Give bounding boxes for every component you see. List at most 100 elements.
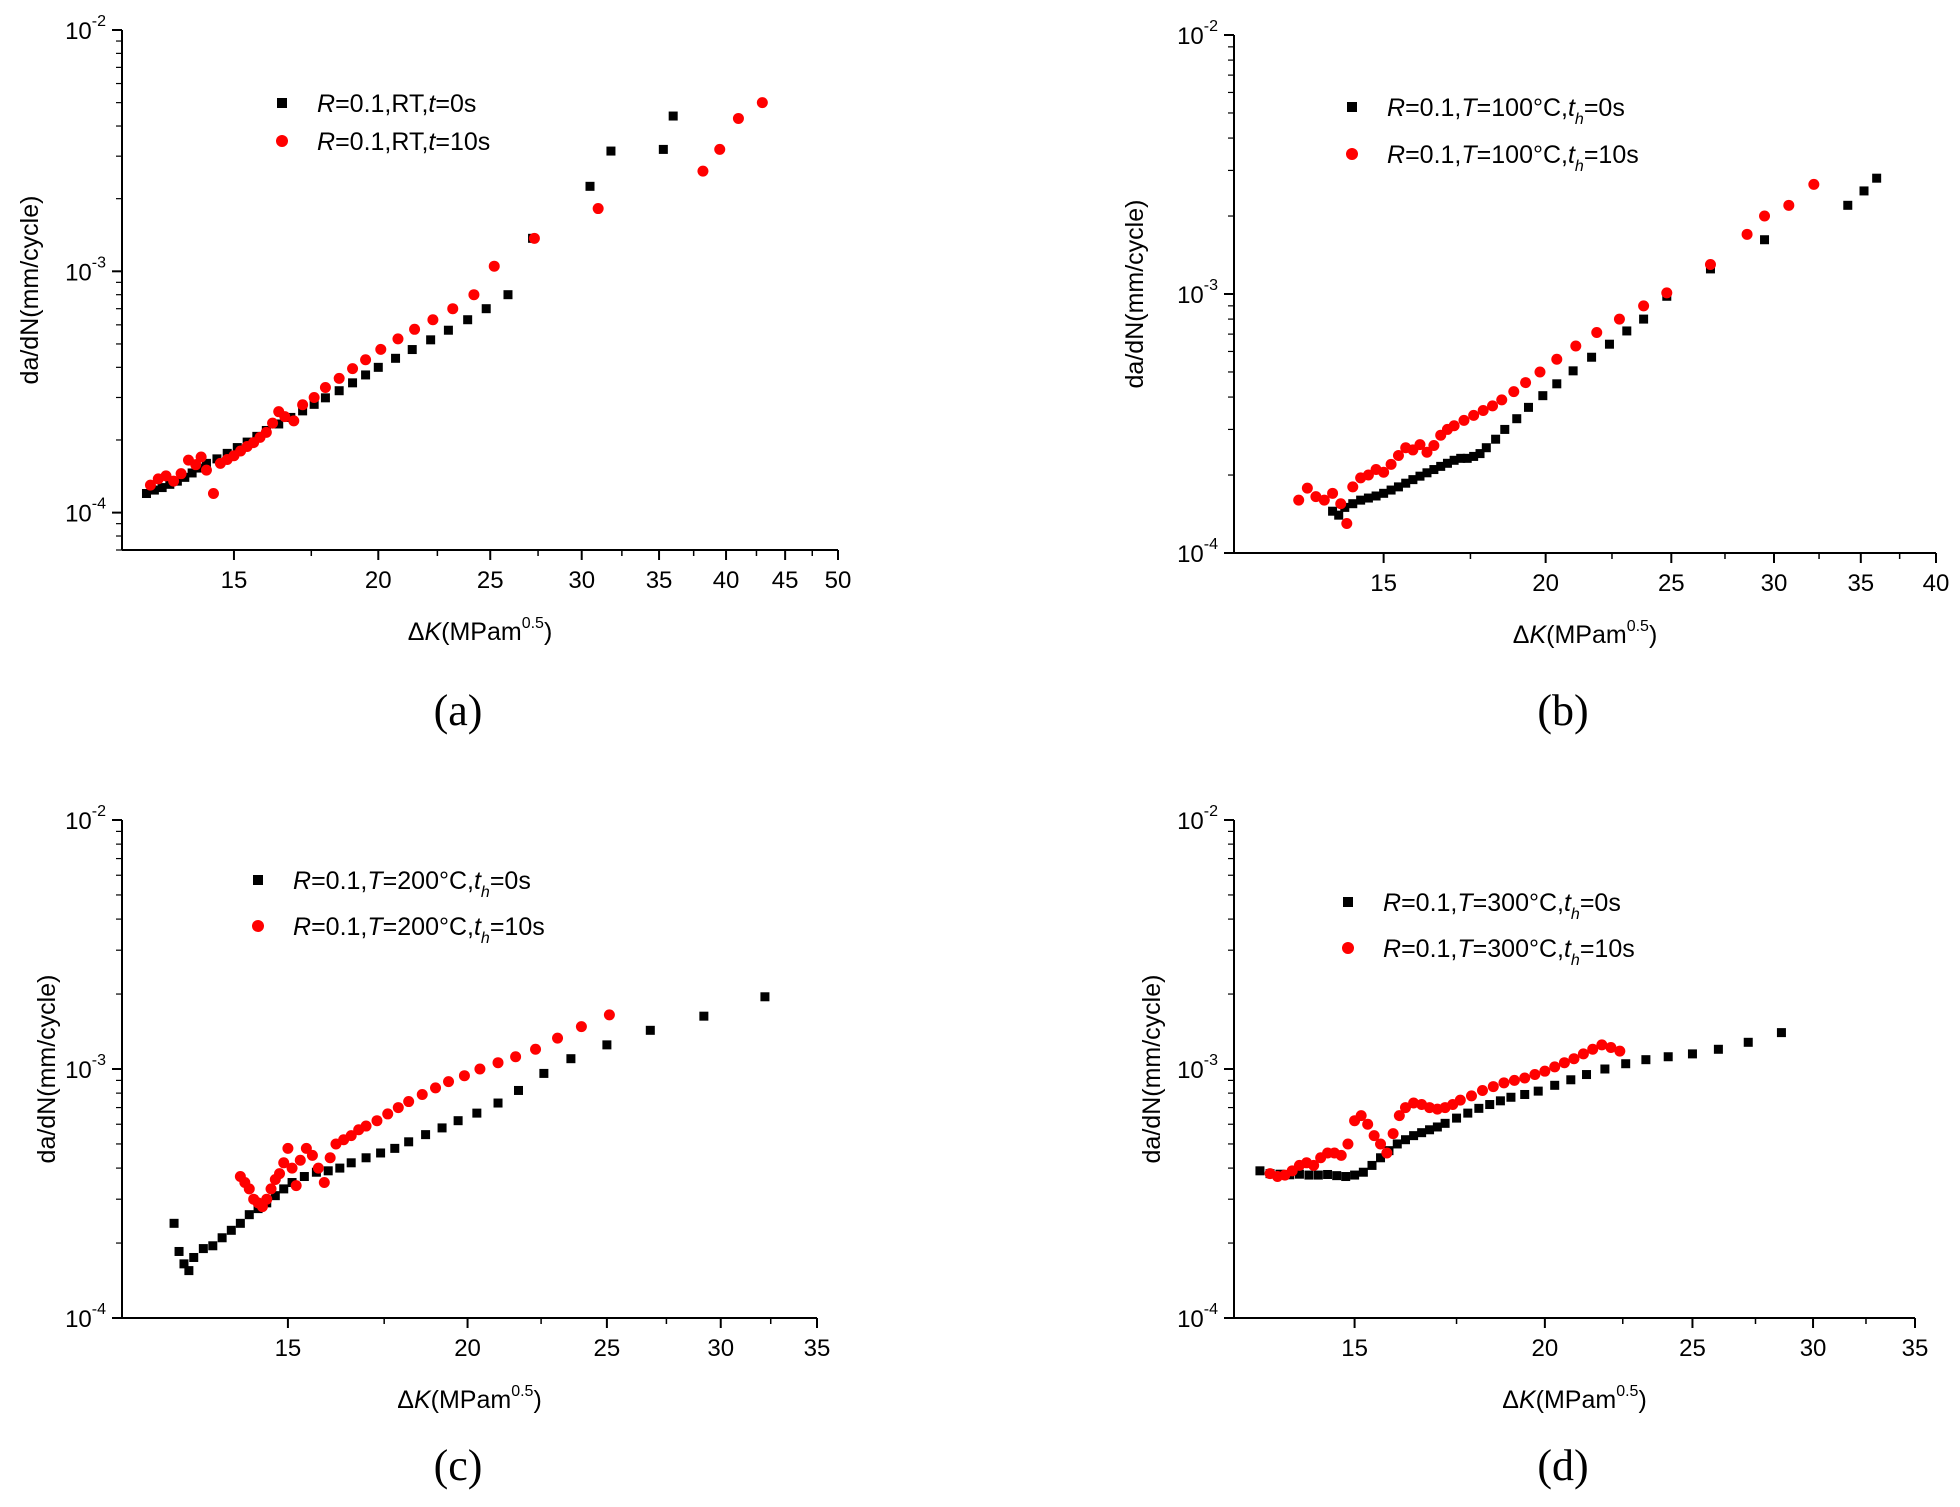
data-point <box>1425 1125 1435 1135</box>
data-point <box>1414 439 1426 451</box>
data-point <box>207 488 219 500</box>
data-point <box>1469 451 1479 461</box>
panel-label: (b) <box>1537 686 1588 735</box>
data-point <box>1417 1128 1427 1138</box>
data-point <box>1639 314 1649 324</box>
data-point <box>1529 1069 1541 1081</box>
data-point <box>1334 510 1344 520</box>
data-point <box>606 146 616 156</box>
data-point <box>443 1076 455 1088</box>
data-point <box>217 1233 227 1243</box>
y-tick-exponent: -3 <box>1204 1052 1218 1069</box>
data-point <box>169 1218 179 1228</box>
x-tick-label: 25 <box>1679 1335 1706 1362</box>
data-point <box>1538 391 1548 401</box>
y-tick-exponent: -4 <box>92 1301 106 1318</box>
legend-entry-part: =0.1, <box>1405 141 1461 169</box>
chart-panel-2: 15 20 25 30 35 4010-410-310-2ΔK(MPam0.5)da/dN… <box>1121 18 1949 735</box>
y-tick-exponent: -2 <box>1204 803 1218 820</box>
data-point <box>267 417 279 429</box>
data-point <box>1759 210 1771 222</box>
data-point <box>201 458 211 468</box>
legend-entry-part: =200°C, <box>383 867 474 895</box>
data-point <box>552 1032 564 1044</box>
y-tick-base: 10 <box>65 1057 92 1084</box>
data-point <box>1454 1094 1466 1106</box>
data-point <box>1512 414 1522 424</box>
data-point <box>348 378 358 388</box>
data-point <box>1367 1160 1377 1170</box>
data-point <box>503 290 513 300</box>
data-point <box>602 1040 612 1050</box>
data-point <box>1255 1166 1265 1176</box>
x-axis-title: ΔK(MPam0.5) <box>397 1383 542 1414</box>
data-point <box>1347 481 1359 493</box>
data-point <box>1600 1064 1610 1074</box>
x-title-sup: 0.5 <box>1616 1383 1638 1400</box>
x-title-var: K <box>424 618 442 646</box>
data-point <box>190 459 202 471</box>
data-point <box>697 165 709 177</box>
y-tick-label: 10-4 <box>65 496 106 528</box>
data-point <box>513 1085 523 1095</box>
y-tick-label: 10-3 <box>1177 277 1218 309</box>
data-point <box>463 315 473 325</box>
data-point <box>714 143 726 155</box>
data-point <box>1534 366 1546 378</box>
legend-entry-part: T <box>1457 889 1474 917</box>
y-tick-exponent: -4 <box>1204 1301 1218 1318</box>
legend-entry-part: =10s <box>1584 141 1639 169</box>
y-tick-base: 10 <box>65 808 92 835</box>
data-point <box>1533 1086 1543 1096</box>
data-point <box>323 1166 333 1176</box>
data-point <box>421 1130 431 1140</box>
data-point <box>1587 1043 1599 1055</box>
x-tick-label: 15 <box>221 567 248 594</box>
data-point <box>404 1137 414 1147</box>
series-1 <box>169 992 770 1276</box>
data-point <box>1308 1159 1320 1171</box>
data-point <box>371 1115 383 1127</box>
legend-marker <box>1342 942 1354 954</box>
data-point <box>298 406 308 416</box>
data-point <box>1456 453 1466 463</box>
data-point <box>1859 186 1869 196</box>
data-point <box>212 454 222 464</box>
legend-entry-part: t <box>428 128 436 156</box>
data-point <box>1386 485 1396 495</box>
data-point <box>1465 1090 1477 1102</box>
data-point <box>149 485 159 495</box>
series-2 <box>1264 1039 1626 1183</box>
x-title-unit: (MPam <box>1536 1386 1617 1414</box>
x-tick-label: 15 <box>1341 1335 1368 1362</box>
data-point <box>1332 1171 1342 1181</box>
data-point <box>1341 1172 1351 1182</box>
data-point <box>318 1177 330 1189</box>
data-point <box>270 1191 280 1201</box>
data-point <box>403 1096 415 1108</box>
data-point <box>312 1162 324 1174</box>
legend-marker <box>252 920 264 932</box>
data-point <box>1328 506 1338 516</box>
legend-entry-part: R <box>1383 889 1401 917</box>
data-point <box>1508 1074 1520 1086</box>
data-point <box>592 203 604 215</box>
data-point <box>360 1120 372 1132</box>
y-tick-base: 10 <box>1177 808 1204 835</box>
legend-entry: R=0.1,RT,t=0s <box>317 90 476 118</box>
x-tick-label: 25 <box>477 567 504 594</box>
data-point <box>361 1153 371 1163</box>
data-point <box>1381 1147 1393 1159</box>
legend-entry-part: R <box>293 867 311 895</box>
y-tick-base: 10 <box>65 501 92 528</box>
x-title-sup: 0.5 <box>1627 618 1649 635</box>
data-point <box>1363 493 1373 503</box>
legend-entry-part: =0.1, <box>1401 935 1457 963</box>
y-tick-label: 10-3 <box>65 1052 106 1084</box>
y-tick-label: 10-3 <box>65 254 106 286</box>
data-point <box>1476 1084 1488 1096</box>
legend-entry-part: R <box>1387 94 1405 122</box>
data-point <box>1477 404 1489 416</box>
data-point <box>376 1148 386 1158</box>
legend-marker <box>1347 102 1357 112</box>
